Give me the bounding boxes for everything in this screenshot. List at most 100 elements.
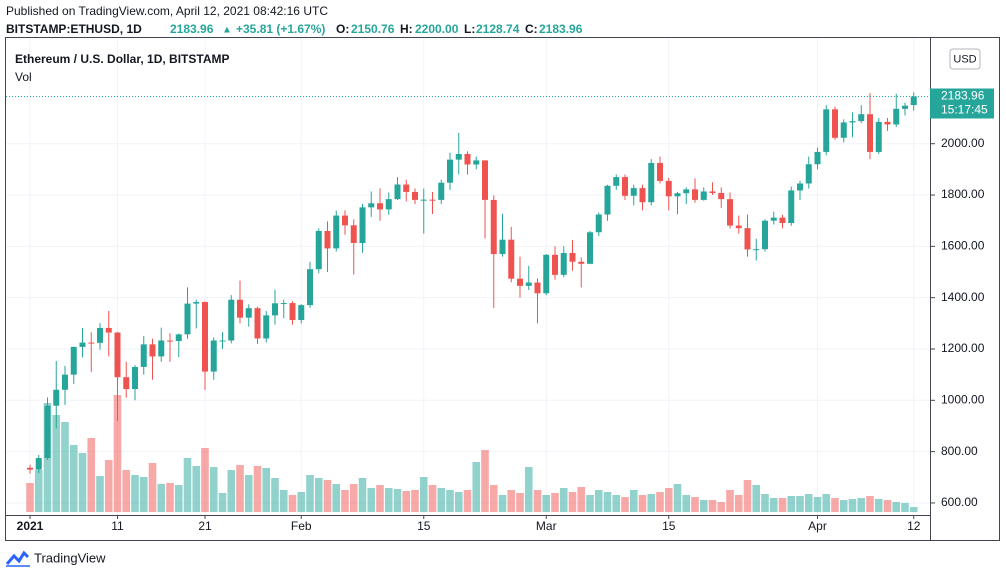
- y-tick-label: 600.00: [941, 495, 978, 509]
- price-tag-countdown: 15:17:45: [941, 103, 988, 117]
- volume-bar: [638, 495, 647, 512]
- candle-body: [175, 334, 182, 342]
- volume-bar: [498, 495, 507, 512]
- candle-body: [289, 303, 296, 320]
- candle-body: [245, 308, 252, 318]
- candle-body: [359, 207, 366, 244]
- volume-bar: [209, 467, 218, 512]
- volume-bar: [279, 490, 288, 512]
- candle-body: [158, 340, 165, 357]
- chart-frame: [5, 37, 1000, 541]
- candle-body: [105, 327, 112, 333]
- candle-body: [508, 239, 515, 279]
- candle-body: [744, 228, 751, 250]
- candle-body: [840, 122, 847, 138]
- volume-bar: [717, 502, 726, 512]
- currency[interactable]: USD: [953, 53, 976, 65]
- volume-bar: [34, 470, 43, 512]
- candle-body: [595, 214, 602, 233]
- volume-bar: [262, 468, 271, 512]
- candle-body: [517, 278, 523, 286]
- volume-bar: [297, 492, 306, 512]
- candle-body: [237, 299, 243, 318]
- volume-bar: [577, 487, 586, 512]
- volume-bar: [358, 478, 367, 512]
- candle-body: [97, 327, 103, 343]
- volume-bar: [892, 502, 901, 512]
- candle-body: [70, 346, 77, 375]
- candle-body: [753, 249, 760, 251]
- candle-body: [447, 159, 453, 183]
- volume-bar: [288, 495, 297, 512]
- volume-bar: [174, 485, 183, 512]
- candle-body: [867, 114, 873, 152]
- low-value: 2128.74: [476, 22, 520, 36]
- candle-body: [394, 184, 401, 200]
- high-label: H:: [400, 22, 413, 36]
- low-label: L:: [464, 22, 475, 36]
- candle-body: [674, 193, 681, 197]
- x-tick-label: 15: [417, 519, 431, 533]
- candle-body: [298, 305, 305, 320]
- candle-body: [280, 303, 287, 305]
- volume-bar: [122, 470, 131, 512]
- candle-body: [692, 189, 698, 200]
- candle-body: [464, 153, 471, 165]
- currency-button[interactable]: [949, 48, 981, 70]
- x-tick-label: 21: [198, 519, 212, 533]
- candle-body: [552, 254, 558, 275]
- candle-body: [683, 189, 690, 194]
- x-tick-label: Mar: [536, 519, 557, 533]
- volume-bar: [376, 485, 384, 512]
- candle-body: [35, 458, 42, 470]
- candle-body: [718, 192, 725, 200]
- volume-bar: [166, 483, 174, 512]
- volume-bar: [69, 445, 78, 512]
- candle-body: [473, 160, 480, 165]
- volume-bar: [752, 485, 761, 512]
- volume-bar: [367, 488, 376, 512]
- volume-bar: [699, 500, 708, 512]
- change: +35.81 (+1.67%): [236, 22, 325, 36]
- candle-body: [823, 109, 830, 152]
- candle-body: [377, 203, 383, 210]
- candle-body: [114, 332, 121, 378]
- candle-body: [228, 299, 235, 341]
- candle-body: [735, 225, 742, 229]
- volume-bar: [743, 480, 752, 512]
- volume-bar: [524, 467, 533, 512]
- volume-bar: [734, 495, 743, 512]
- volume-bar: [804, 494, 813, 512]
- candle-body: [534, 282, 541, 294]
- candle-body: [193, 302, 200, 304]
- candle-body: [44, 405, 51, 459]
- volume-bar: [139, 477, 148, 512]
- volume-label: Vol: [15, 70, 32, 84]
- volume-bar: [647, 494, 656, 512]
- y-tick-label: 1400.00: [941, 290, 985, 304]
- volume-bar: [419, 477, 428, 512]
- volume-bar: [78, 453, 87, 512]
- volume-bar: [559, 488, 568, 512]
- candle-body: [438, 182, 445, 200]
- candle-body: [814, 151, 821, 165]
- candle-body: [499, 239, 506, 255]
- volume-bar: [454, 492, 463, 512]
- candle-body: [805, 164, 812, 184]
- volume-bar: [104, 460, 113, 512]
- volume-bar: [244, 475, 253, 512]
- close-value: 2183.96: [539, 22, 583, 36]
- volume-bar: [883, 500, 892, 512]
- volume-bar: [726, 490, 734, 512]
- volume-bar: [874, 499, 883, 512]
- published-note: Published on TradingView.com, April 12, …: [6, 4, 328, 18]
- volume-bar: [664, 488, 673, 512]
- candle-body: [123, 377, 130, 390]
- candle-body: [412, 191, 418, 200]
- volume-bar: [551, 493, 559, 512]
- candle-body: [893, 108, 900, 125]
- candle-body: [910, 96, 917, 106]
- volume-bar: [778, 498, 787, 512]
- volume-bar: [183, 458, 192, 512]
